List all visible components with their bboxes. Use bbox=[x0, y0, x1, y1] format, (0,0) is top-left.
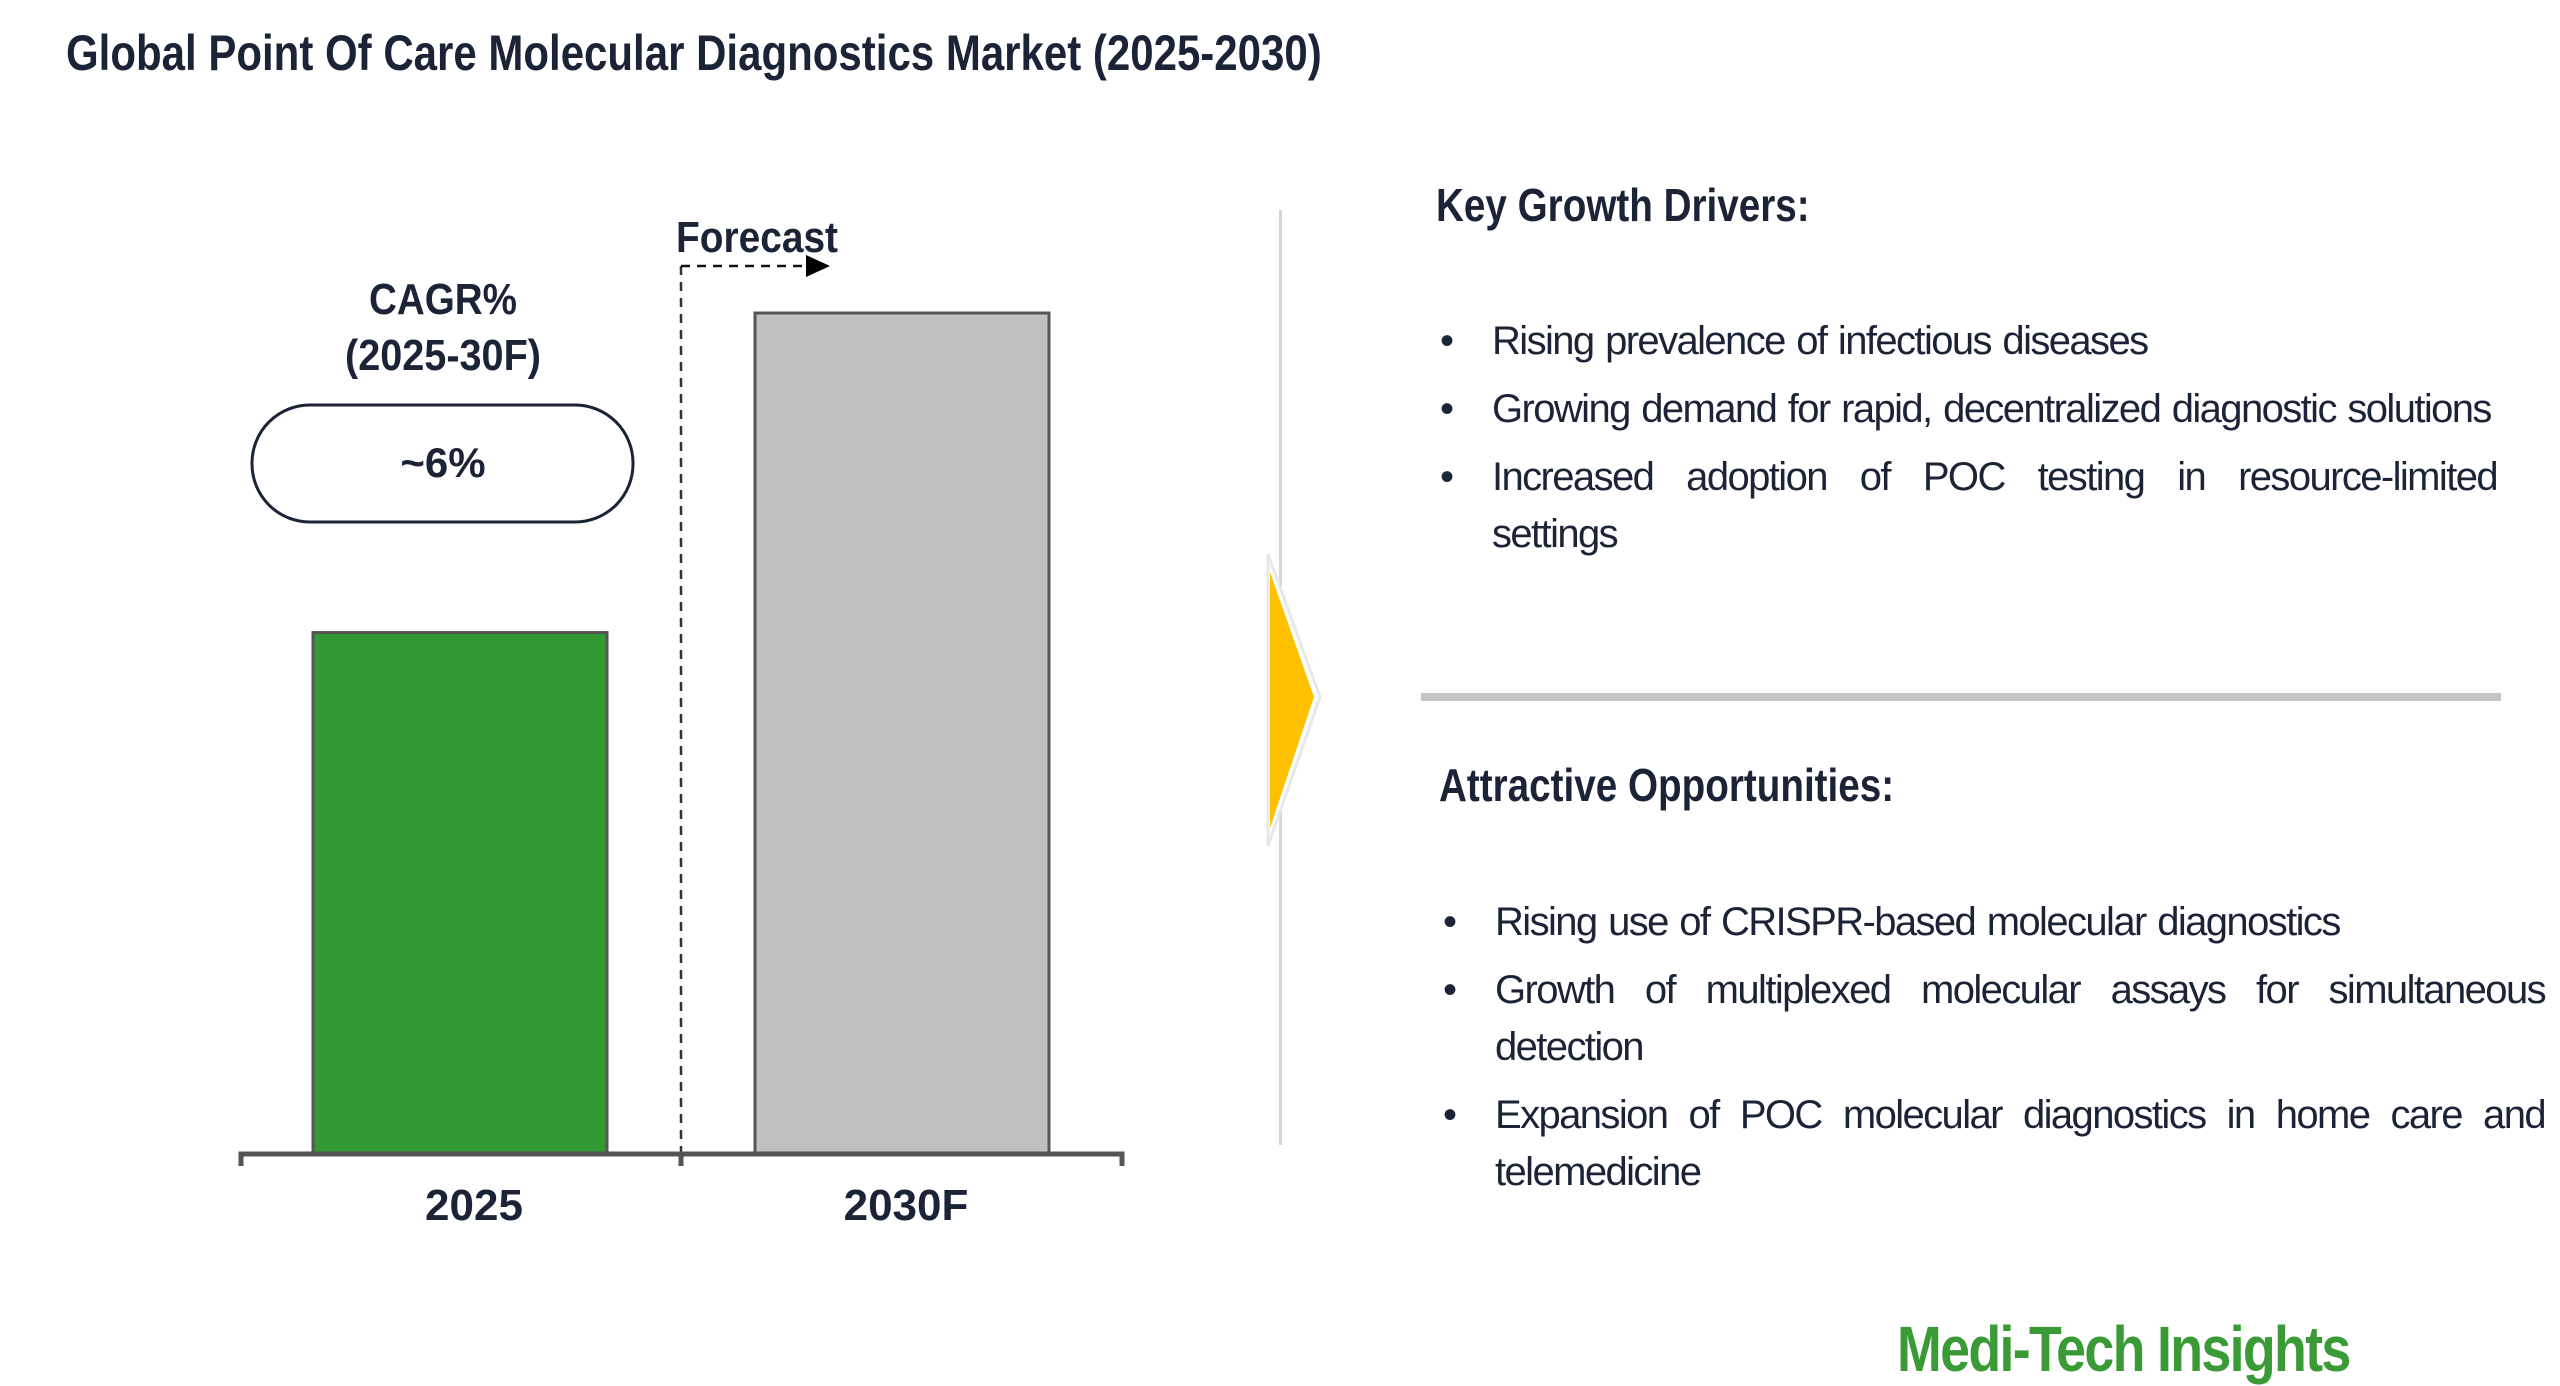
cagr-label: CAGR% bbox=[369, 275, 517, 324]
forecast-arrow-head bbox=[806, 255, 830, 277]
bullet: • bbox=[1443, 1093, 1458, 1137]
list-item: • Rising prevalence of infectious disease… bbox=[1440, 313, 2497, 370]
page-title: Global Point Of Care Molecular Diagnosti… bbox=[66, 25, 1322, 81]
section-separator bbox=[1421, 693, 2501, 701]
drivers-list: • Rising prevalence of infectious disease… bbox=[1440, 313, 2499, 574]
list-item: • Rising use of CRISPR-based molecular di… bbox=[1443, 894, 2545, 951]
chevron-arrow-icon bbox=[1266, 553, 1322, 847]
opportunities-list: • Rising use of CRISPR-based molecular di… bbox=[1443, 894, 2547, 1212]
logo: Medi-Tech Insights bbox=[1897, 1313, 2351, 1385]
cagr-period: (2025-30F) bbox=[345, 331, 541, 380]
bullet: • bbox=[1443, 968, 1458, 1012]
x-tick-label: 2030F bbox=[844, 1181, 969, 1230]
list-item: • Growing demand for rapid, decentralized… bbox=[1440, 381, 2497, 438]
bullet: • bbox=[1440, 319, 1455, 363]
bullet: • bbox=[1443, 900, 1458, 944]
list-item: • Expansion of POC molecular diagnostics … bbox=[1443, 1087, 2547, 1201]
forecast-label: Forecast bbox=[676, 213, 838, 262]
bullet: • bbox=[1440, 387, 1455, 431]
drivers-heading: Key Growth Drivers: bbox=[1436, 179, 1810, 231]
cagr-pill bbox=[250, 403, 635, 524]
bar-2030F bbox=[753, 311, 1051, 1156]
bar-2025 bbox=[311, 631, 609, 1156]
cagr-value: ~6% bbox=[400, 439, 485, 486]
market-bar-chart: Forecast CAGR% (2025-30F) ~6% 2025 2030F bbox=[238, 213, 1125, 1230]
x-axis bbox=[238, 1151, 1125, 1166]
bullet: • bbox=[1440, 455, 1455, 499]
list-item: • Growth of multiplexed molecular assays … bbox=[1443, 962, 2547, 1076]
x-tick-label: 2025 bbox=[425, 1181, 523, 1230]
opportunities-heading: Attractive Opportunities: bbox=[1439, 759, 1895, 811]
list-item: • Increased adoption of POC testing in re… bbox=[1440, 449, 2499, 563]
